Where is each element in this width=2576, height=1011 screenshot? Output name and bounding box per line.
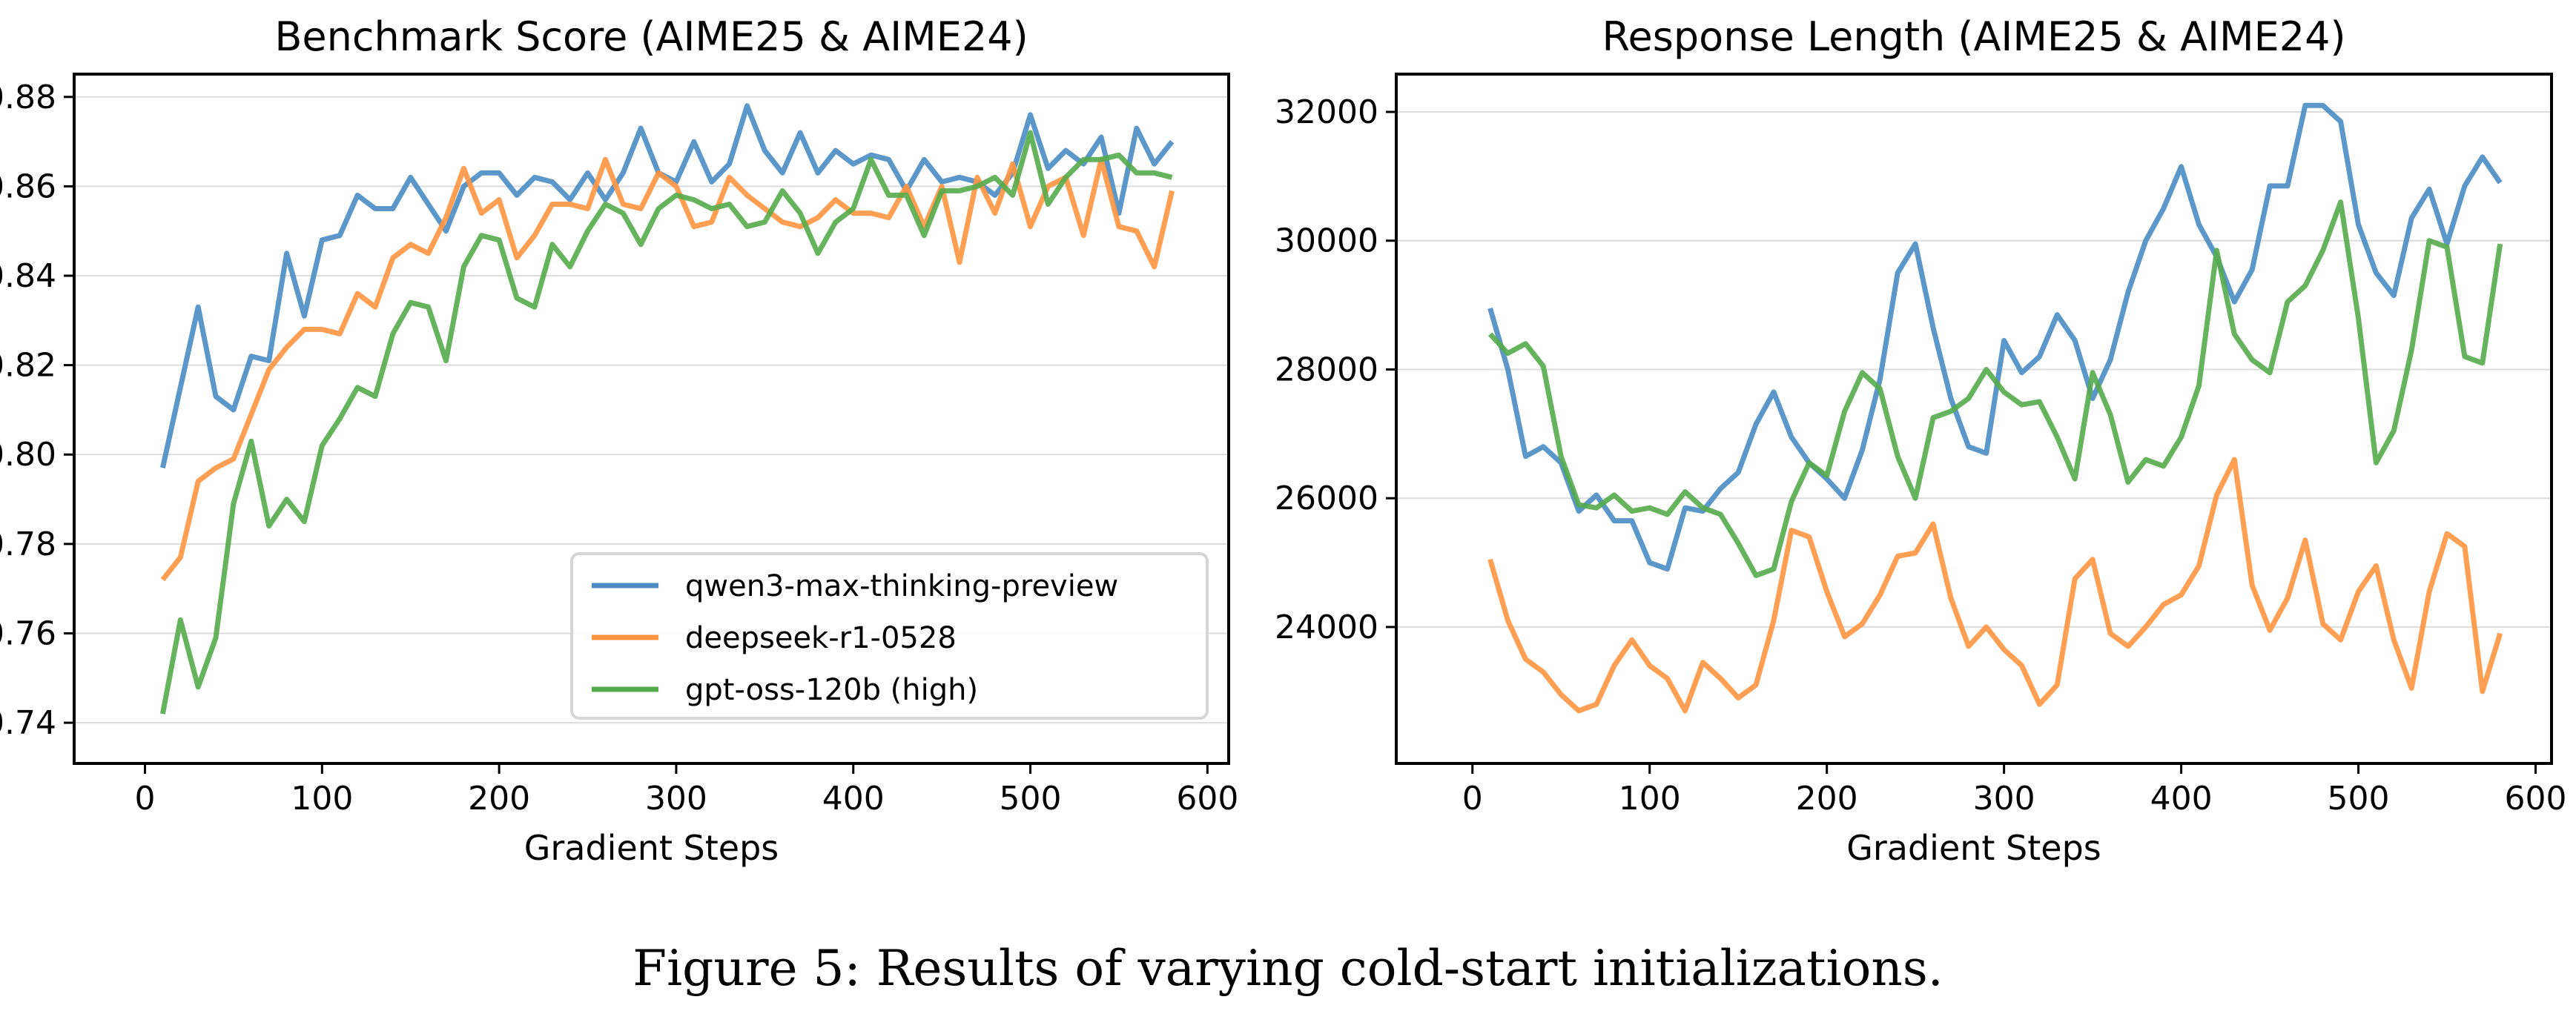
x-axis-label: Gradient Steps — [1846, 828, 2101, 868]
y-tick-label: 0.80 — [0, 436, 56, 474]
y-tick-label: 0.84 — [0, 257, 56, 295]
x-tick-label: 0 — [1462, 780, 1483, 818]
y-tick-label: 0.76 — [0, 614, 56, 652]
figure-caption: Figure 5: Results of varying cold-start … — [633, 940, 1943, 997]
plot-frame — [1395, 73, 2553, 765]
y-tick-label: 0.86 — [0, 168, 56, 205]
y-tick-label: 24000 — [1275, 609, 1378, 646]
series-line — [1487, 102, 2503, 572]
y-tick-label: 30000 — [1275, 222, 1378, 260]
x-tick-label: 600 — [1176, 780, 1238, 818]
legend: qwen3-max-thinking-preview deepseek-r1-05… — [570, 552, 1209, 720]
y-tick-label: 0.78 — [0, 526, 56, 563]
y-tick-label: 28000 — [1275, 351, 1378, 388]
chart-2: 24000 26000 28000 30000 32000 0 100 200 300 400 50… — [1275, 13, 2566, 868]
y-tick-label: 32000 — [1275, 93, 1378, 131]
x-tick-label: 500 — [1000, 780, 1062, 818]
y-tick-label: 0.82 — [0, 347, 56, 385]
y-tick-label: 0.74 — [0, 704, 56, 742]
plot-frame — [73, 73, 1230, 765]
legend-label: qwen3-max-thinking-preview — [685, 569, 1118, 603]
series-line — [159, 130, 1173, 715]
x-tick-label: 400 — [2150, 780, 2213, 818]
x-tick-label: 600 — [2505, 780, 2567, 818]
chart-1: 0.74 0.76 0.78 0.80 0.82 0.84 0.86 0.88 0 100 200 3… — [0, 13, 1238, 868]
x-tick-label: 0 — [135, 780, 156, 818]
chart-title: Response Length (AIME25 & AIME24) — [1602, 13, 2345, 60]
x-tick-label: 100 — [1619, 780, 1681, 818]
legend-box — [570, 552, 1209, 720]
legend-label: gpt-oss-120b (high) — [685, 673, 978, 707]
x-axis-label: Gradient Steps — [524, 828, 779, 868]
series-line — [1488, 199, 2503, 578]
y-tick-label: 26000 — [1275, 480, 1378, 517]
legend-label: deepseek-r1-0528 — [685, 621, 957, 655]
y-tick-label: 0.88 — [0, 79, 56, 116]
x-tick-label: 400 — [822, 780, 885, 818]
x-tick-label: 100 — [291, 780, 353, 818]
chart-title: Benchmark Score (AIME25 & AIME24) — [274, 13, 1028, 60]
x-tick-label: 200 — [468, 780, 530, 818]
x-tick-label: 300 — [1973, 780, 2035, 818]
x-tick-label: 300 — [645, 780, 707, 818]
series-line — [1487, 457, 2503, 714]
x-tick-label: 500 — [2328, 780, 2390, 818]
x-tick-label: 200 — [1796, 780, 1858, 818]
series-line — [160, 156, 1175, 582]
